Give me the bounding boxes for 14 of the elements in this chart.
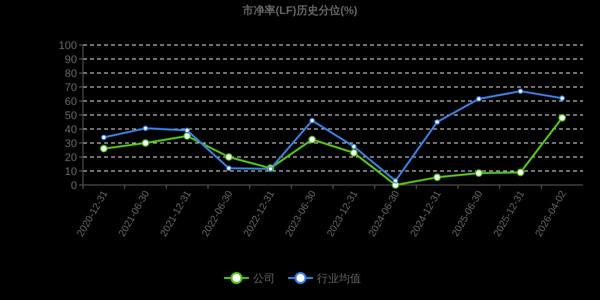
y-tick-label: 70 [64, 82, 77, 94]
y-tick-label: 60 [64, 96, 77, 108]
y-tick-label: 50 [64, 110, 77, 122]
y-tick-label: 20 [64, 152, 77, 164]
y-tick-label: 0 [70, 180, 77, 192]
y-tick-label: 30 [64, 138, 77, 150]
chart-title: 市净率(LF)历史分位(%) [242, 4, 358, 17]
y-tick-label: 10 [64, 166, 77, 178]
y-tick-label: 90 [64, 54, 77, 66]
legend-label: 行业均值 [317, 272, 361, 285]
legend-label: 公司 [253, 273, 275, 285]
y-tick-label: 40 [64, 124, 77, 136]
y-tick-label: 100 [58, 40, 77, 52]
y-tick-label: 80 [64, 68, 77, 80]
